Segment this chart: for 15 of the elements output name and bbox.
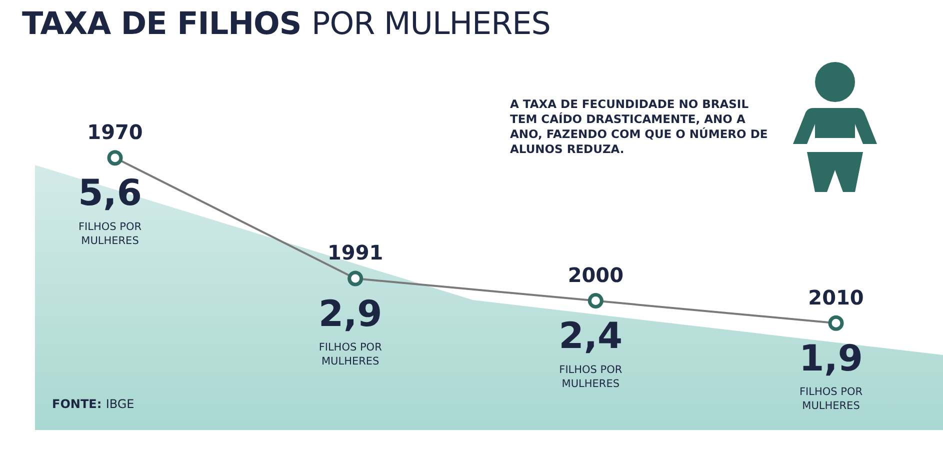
data-label: 1,9: [799, 338, 863, 380]
text: FILHOS POR MULHERES: [318, 341, 382, 368]
x-tick-label: 2000: [568, 263, 624, 288]
data-label: 2,9: [318, 294, 382, 335]
x-tick-label: 1970: [87, 120, 143, 144]
text: FILHOS POR MULHERES: [799, 386, 863, 412]
data-label: 5,6: [78, 173, 142, 214]
text: FILHOS POR MULHERES: [559, 364, 622, 390]
chart-title: TAXA DE FILHOS POR MULHERES: [22, 6, 550, 42]
text: A TAXA DE FECUNDIDADE NO BRASIL TEM CAÍDO DRASTICAMENTE, ANO A ANO, FAZENDO COM QUE O NÚMERO DE ALUNOS REDUZA.: [510, 97, 769, 157]
source-note: FONTE: IBGE: [52, 397, 134, 411]
data-label: 2,4: [558, 316, 623, 358]
x-tick-label: 2010: [808, 285, 864, 310]
annotation: FILHOS POR MULHERES: [78, 220, 142, 247]
x-tick-label: 1991: [327, 240, 384, 265]
